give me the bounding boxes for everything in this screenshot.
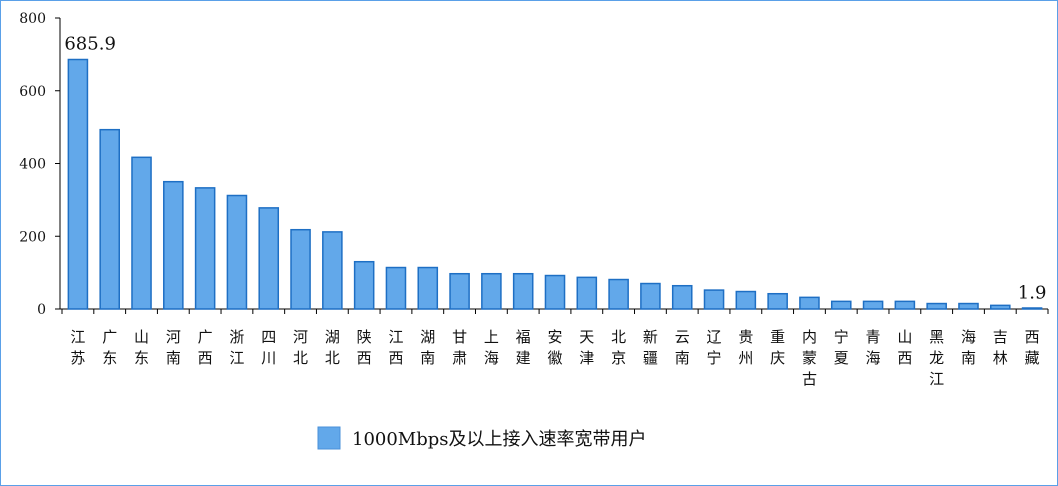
- x-tick-label: 贵州: [738, 328, 753, 367]
- bar: [163, 180, 184, 310]
- x-tick-label: 北京: [611, 328, 626, 367]
- x-tick-label: 吉林: [993, 328, 1008, 367]
- bar: [512, 272, 534, 310]
- x-tick-label: 广西: [198, 328, 213, 367]
- bar: [608, 278, 629, 310]
- x-tick-label: 黑龙江: [929, 328, 944, 388]
- y-tick-label: 800: [19, 11, 46, 27]
- bar: [544, 274, 566, 310]
- bar: [989, 304, 1011, 310]
- bar: [767, 292, 788, 310]
- bar: [226, 194, 248, 310]
- bar: [353, 260, 375, 310]
- x-tick-label: 上海: [484, 328, 499, 367]
- legend[interactable]: 1000Mbps及以上接入速率宽带用户: [317, 426, 647, 450]
- bar: [958, 302, 979, 310]
- bar: [449, 272, 470, 310]
- x-tick-label: 辽宁: [707, 328, 722, 367]
- bar: [131, 156, 152, 310]
- bar: [481, 272, 502, 310]
- x-tick-label: 江西: [388, 328, 403, 367]
- data-label: 685.9: [64, 34, 116, 55]
- bar: [671, 284, 693, 310]
- x-tick-label: 河北: [293, 328, 308, 367]
- bar: [67, 58, 89, 310]
- bar: [894, 300, 916, 310]
- bar: [322, 231, 343, 310]
- bar: [576, 276, 598, 310]
- bar: [1021, 307, 1043, 310]
- y-tick-label: 0: [37, 302, 46, 318]
- x-tick-label: 西藏: [1025, 328, 1040, 367]
- bar: [640, 282, 661, 310]
- x-tick-label: 陕西: [357, 328, 372, 367]
- x-tick-label: 内蒙古: [802, 328, 817, 388]
- x-tick-label: 浙江: [229, 328, 244, 367]
- y-tick-label: 600: [19, 84, 46, 100]
- category-labels: 江苏广东山东河南广西浙江四川河北湖北陕西江西湖南甘肃上海福建安徽天津北京新疆云南…: [70, 328, 1039, 388]
- bar: [194, 187, 216, 310]
- x-tick-label: 天津: [579, 328, 594, 367]
- y-axis: 0 200 400 600 800: [19, 11, 61, 318]
- bar: [830, 300, 852, 310]
- x-tick-label: 山东: [134, 328, 149, 367]
- x-tick-label: 安徽: [547, 328, 562, 367]
- bar: [290, 228, 311, 310]
- x-tick-label: 山西: [897, 328, 912, 367]
- x-tick-label: 海南: [961, 328, 976, 367]
- data-label: 1.9: [1018, 282, 1047, 303]
- x-tick-label: 湖南: [420, 328, 435, 367]
- x-tick-label: 河南: [166, 328, 181, 367]
- x-tick-label: 宁夏: [834, 328, 849, 367]
- x-tick-label: 甘肃: [452, 328, 467, 367]
- legend-label: 1000Mbps及以上接入速率宽带用户: [352, 429, 647, 450]
- bar: [926, 302, 947, 310]
- bars: [67, 58, 1043, 310]
- bar: [99, 128, 121, 310]
- bar: [703, 289, 725, 310]
- x-tick-label: 云南: [675, 328, 690, 367]
- x-tick-label: 四川: [261, 328, 276, 367]
- legend-swatch: [317, 426, 341, 450]
- bar: [385, 266, 407, 310]
- data-labels: 685.9 1.9: [64, 34, 1046, 304]
- bar: [417, 266, 439, 310]
- bar: [258, 207, 280, 310]
- bar: [862, 300, 884, 310]
- x-tick-label: 青海: [866, 328, 881, 367]
- y-tick-label: 400: [19, 157, 46, 173]
- bar: [735, 290, 757, 310]
- y-tick-label: 200: [19, 229, 46, 245]
- x-tick-label: 新疆: [643, 328, 658, 367]
- x-tick-label: 江苏: [70, 328, 85, 367]
- bar: [799, 296, 820, 310]
- x-tick-label: 福建: [516, 328, 531, 367]
- x-tick-label: 重庆: [770, 328, 785, 367]
- x-tick-label: 湖北: [325, 328, 340, 367]
- x-tick-label: 广东: [102, 328, 117, 367]
